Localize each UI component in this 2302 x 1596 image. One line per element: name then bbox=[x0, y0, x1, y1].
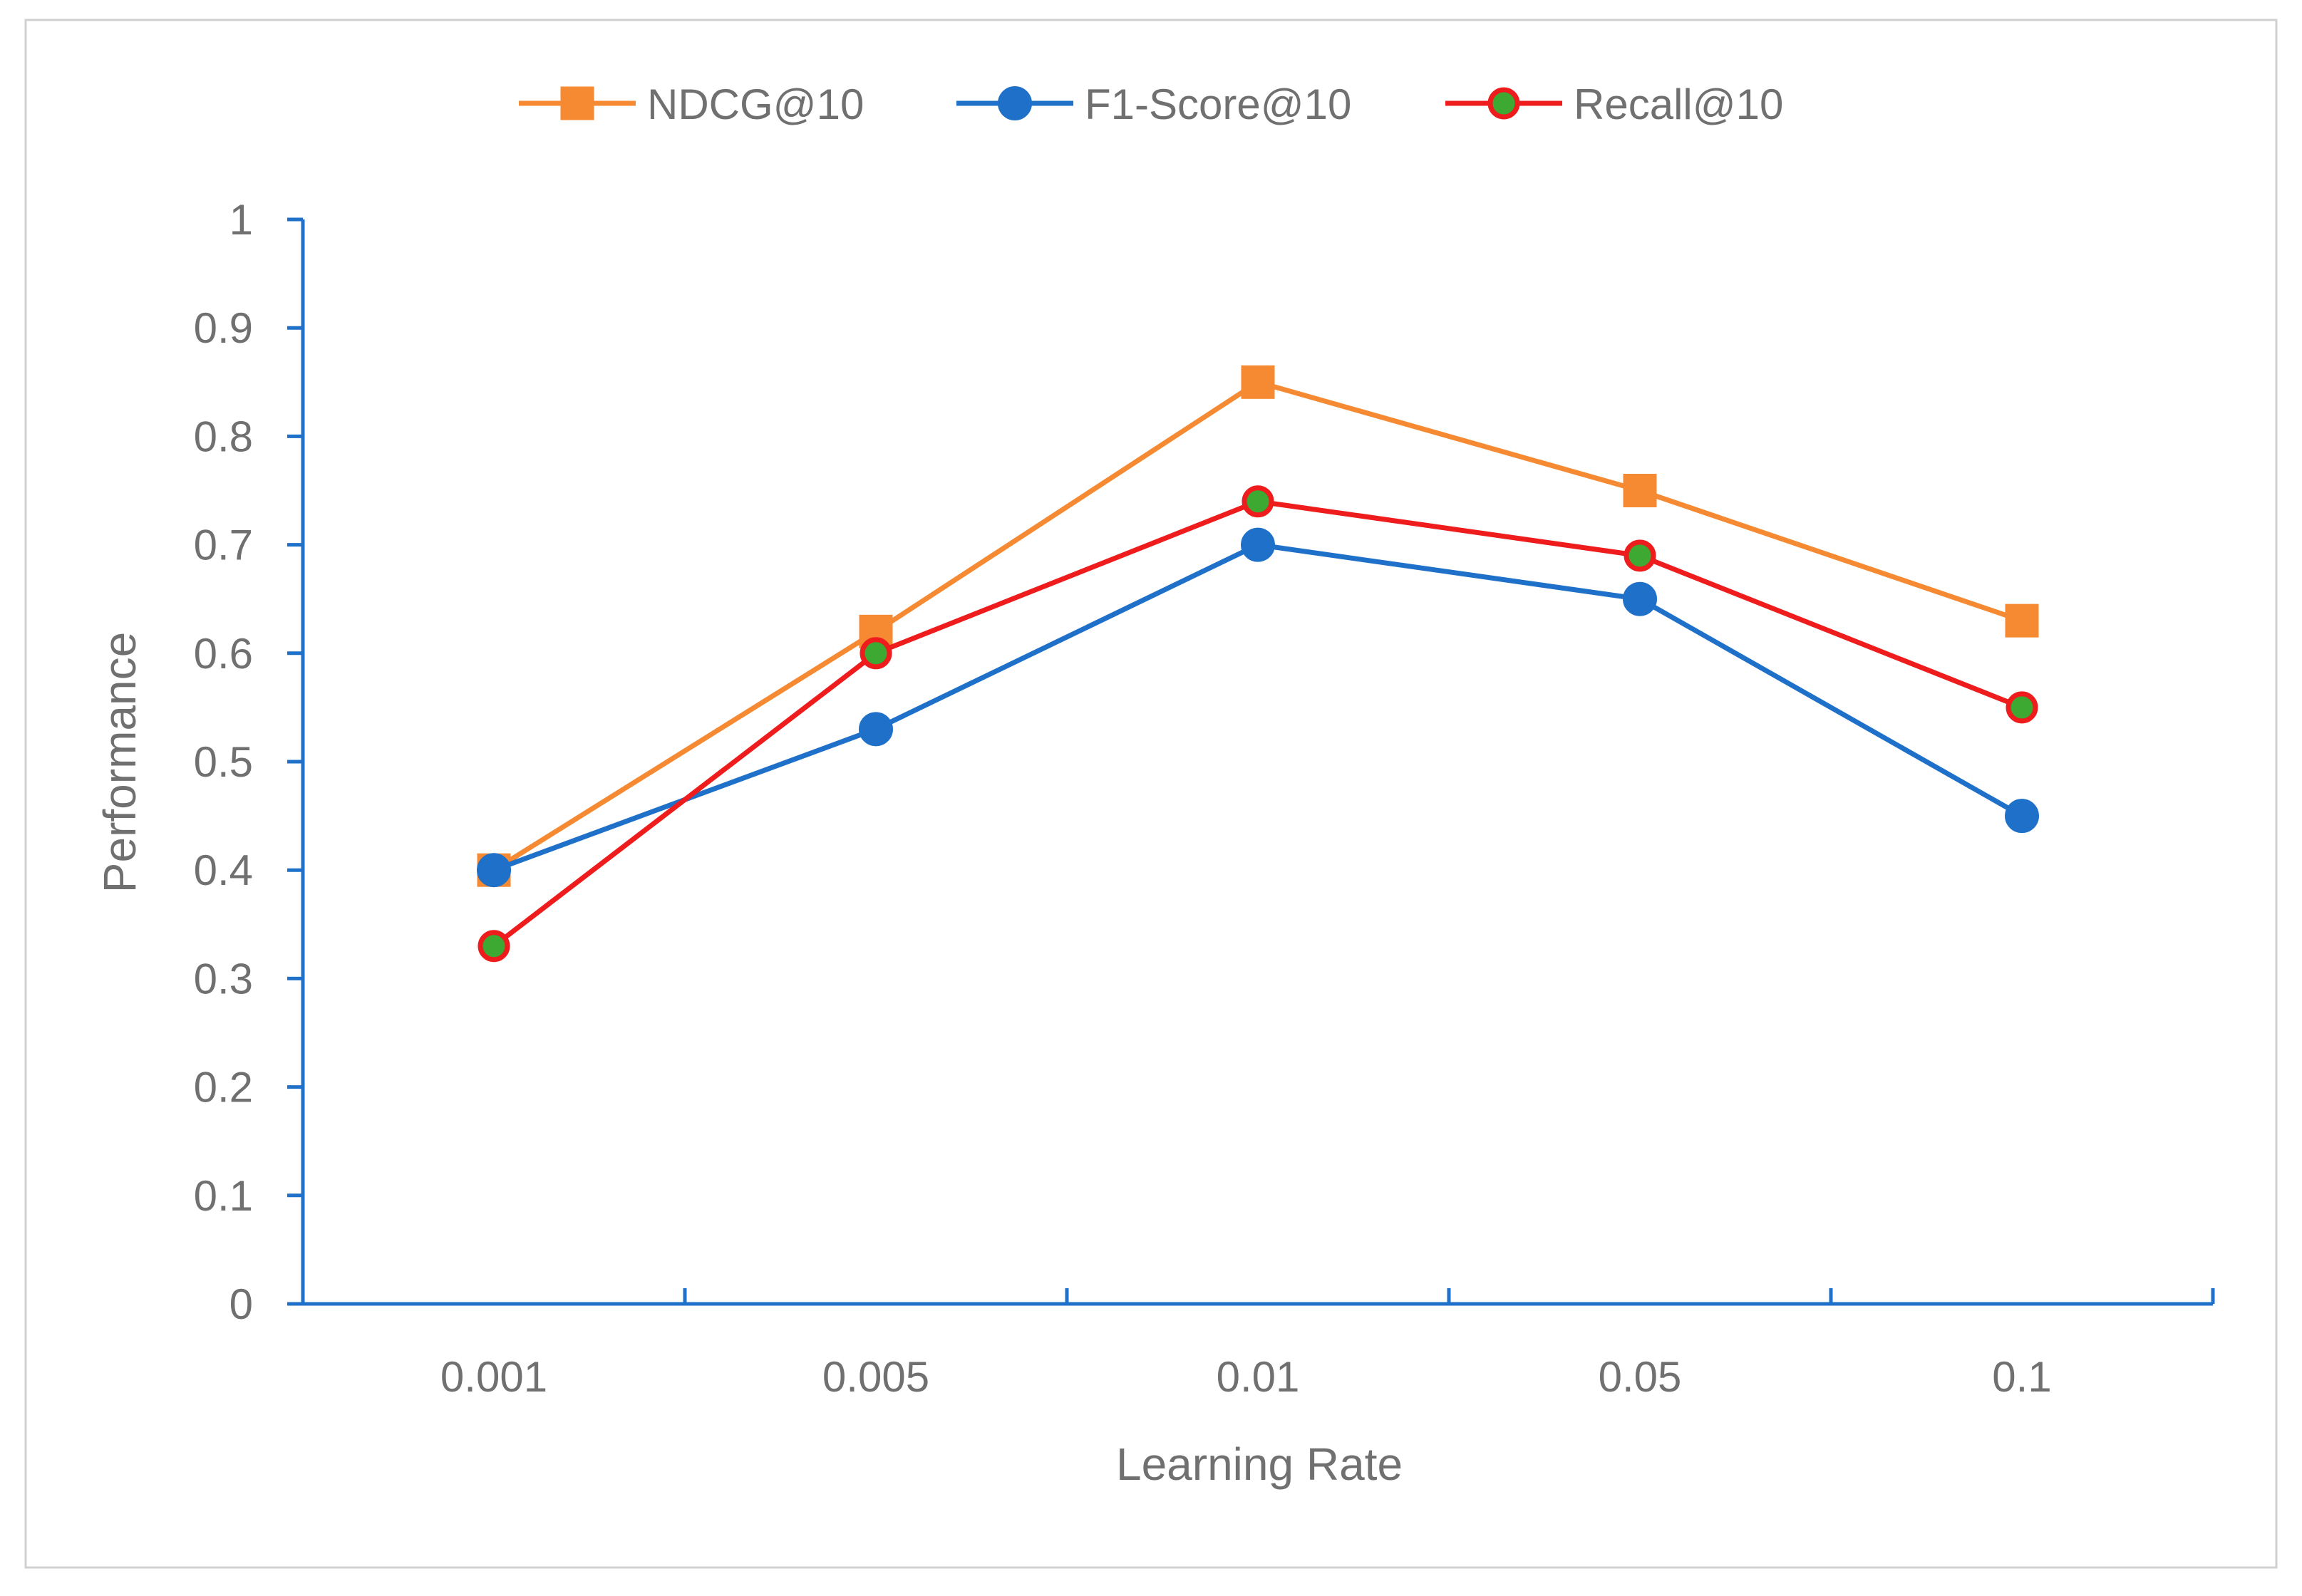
y-axis-title: Performance bbox=[94, 632, 145, 893]
data-point bbox=[478, 930, 510, 963]
legend-item: Recall@10 bbox=[1445, 81, 1783, 128]
data-point bbox=[859, 712, 893, 747]
data-point bbox=[2006, 691, 2038, 724]
legend-label: F1-Score@10 bbox=[1085, 81, 1351, 128]
y-tick-label: 0 bbox=[229, 1280, 253, 1328]
x-tick-label: 0.001 bbox=[440, 1353, 547, 1401]
y-tick-label: 0.4 bbox=[194, 846, 253, 894]
legend-item: F1-Score@10 bbox=[956, 81, 1351, 128]
data-point bbox=[1241, 527, 1275, 562]
y-tick-label: 1 bbox=[229, 196, 253, 244]
figure-border bbox=[24, 19, 2278, 1569]
y-tick-label: 0.9 bbox=[194, 304, 253, 352]
legend: NDCG@10 F1-Score@10 Recall@10 bbox=[519, 81, 1783, 128]
legend-marker bbox=[1487, 87, 1520, 120]
legend-label: Recall@10 bbox=[1574, 81, 1783, 128]
legend-marker bbox=[560, 86, 594, 120]
y-tick-label: 0.3 bbox=[194, 955, 253, 1002]
data-point bbox=[1623, 474, 1657, 507]
data-point bbox=[2005, 799, 2039, 834]
x-tick-label: 0.05 bbox=[1599, 1353, 1682, 1401]
data-point bbox=[2005, 603, 2039, 638]
series-recall-10 bbox=[478, 485, 2038, 963]
data-point bbox=[1242, 485, 1274, 518]
data-point bbox=[477, 853, 511, 888]
data-point bbox=[860, 637, 892, 670]
series-f1-score-10 bbox=[477, 527, 2039, 888]
y-tick-label: 0.7 bbox=[194, 522, 253, 569]
legend-marker bbox=[998, 86, 1032, 120]
data-point bbox=[1241, 365, 1275, 399]
y-tick-label: 0.6 bbox=[194, 630, 253, 678]
x-tick-label: 0.01 bbox=[1217, 1353, 1300, 1401]
x-axis-title: Learning Rate bbox=[1116, 1439, 1403, 1490]
y-tick-label: 0.5 bbox=[194, 738, 253, 786]
legend-item: NDCG@10 bbox=[519, 81, 864, 128]
legend-label: NDCG@10 bbox=[647, 81, 864, 128]
y-tick-label: 0.1 bbox=[194, 1172, 253, 1220]
x-tick-label: 0.005 bbox=[822, 1353, 929, 1401]
x-tick-label: 0.1 bbox=[1992, 1353, 2051, 1401]
data-point bbox=[1624, 539, 1656, 572]
y-tick-label: 0.2 bbox=[194, 1064, 253, 1112]
y-tick-label: 0.8 bbox=[194, 413, 253, 460]
series-layer bbox=[477, 365, 2039, 963]
data-point bbox=[1623, 581, 1657, 616]
x-axis: 0.001 0.005 0.01 0.05 0.1 bbox=[301, 1288, 2215, 1401]
y-axis: 0 0.1 0.2 0.3 0.4 0.5 0.6 0.7 0.8 0.9 1 bbox=[194, 196, 305, 1328]
